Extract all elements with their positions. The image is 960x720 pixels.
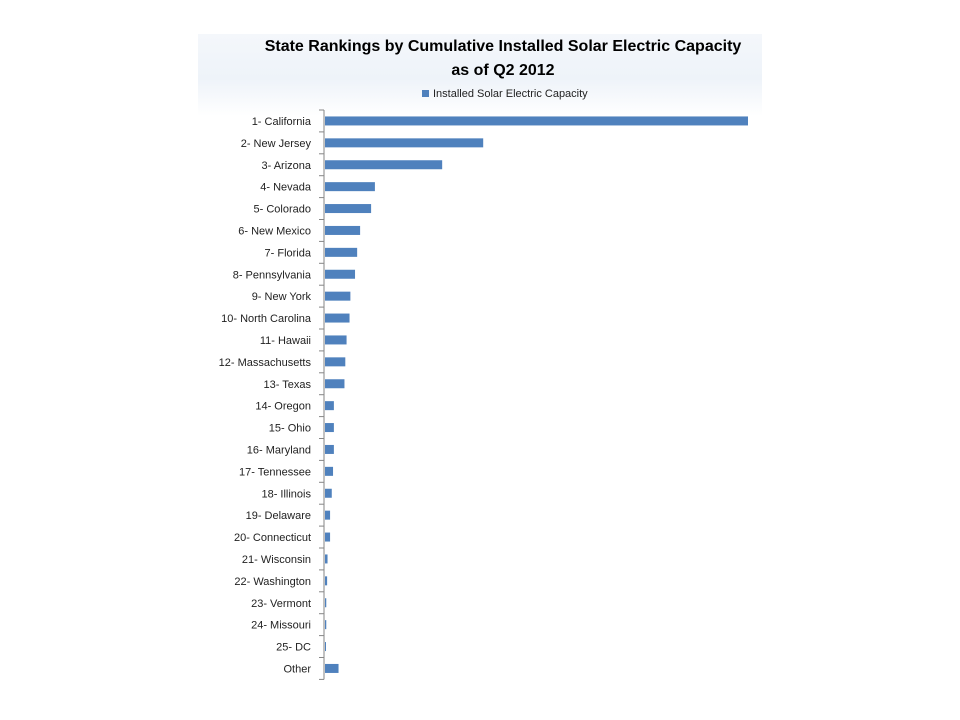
category-label: 24- Missouri <box>251 620 311 632</box>
bar <box>325 357 346 367</box>
category-label: 21- Wisconsin <box>242 554 311 566</box>
bar <box>325 138 484 148</box>
chart-area <box>198 34 762 116</box>
bar <box>325 269 356 279</box>
bar <box>325 663 339 673</box>
category-label: 18- Illinois <box>261 488 311 500</box>
category-label: 14- Oregon <box>255 401 311 413</box>
category-label: Other <box>283 663 311 675</box>
category-label: 13- Texas <box>264 379 312 391</box>
bar <box>325 488 332 498</box>
category-label: 4- Nevada <box>260 182 312 194</box>
legend-label: Installed Solar Electric Capacity <box>433 88 588 100</box>
category-label: 17- Tennessee <box>239 466 311 478</box>
bar <box>325 598 327 608</box>
bar <box>325 291 351 301</box>
category-label: 2- New Jersey <box>241 138 312 150</box>
category-label: 15- Ohio <box>269 423 311 435</box>
category-label: 25- DC <box>276 642 311 654</box>
bar <box>325 444 334 454</box>
category-label: 1- California <box>252 116 312 128</box>
bars-layer <box>325 116 748 673</box>
category-label: 23- Vermont <box>251 598 311 610</box>
bar <box>325 401 334 411</box>
bar <box>325 247 358 257</box>
category-label: 3- Arizona <box>261 160 311 172</box>
category-label: 16- Maryland <box>247 444 311 456</box>
bar <box>325 313 350 323</box>
category-label: 22- Washington <box>234 576 311 588</box>
category-labels: 1- California 2- New Jersey 3- Arizona 4- N… <box>219 116 312 676</box>
bar <box>325 642 326 652</box>
category-label: 5- Colorado <box>254 204 311 216</box>
category-label: 19- Delaware <box>246 510 311 522</box>
category-label: 7- Florida <box>265 247 312 259</box>
bar <box>325 160 443 170</box>
bar <box>325 204 372 214</box>
bar <box>325 116 748 126</box>
bar <box>325 554 328 564</box>
category-label: 11- Hawaii <box>260 335 311 347</box>
legend-swatch <box>422 90 429 97</box>
bar <box>325 532 331 542</box>
category-label: 8- Pennsylvania <box>233 269 312 281</box>
bar <box>325 510 331 520</box>
bar <box>325 466 334 476</box>
chart-title-line-2: as of Q2 2012 <box>451 62 555 79</box>
bar <box>325 620 327 630</box>
bar <box>325 225 361 235</box>
bar <box>325 423 334 433</box>
category-label: 12- Massachusetts <box>219 357 312 369</box>
bar <box>325 182 375 192</box>
category-label: 10- North Carolina <box>221 313 312 325</box>
category-label: 6- New Mexico <box>238 225 311 237</box>
axis-layer <box>319 109 325 680</box>
bar <box>325 379 345 389</box>
chart-title-line-1: State Rankings by Cumulative Installed S… <box>264 38 742 55</box>
legend: Installed Solar Electric Capacity <box>422 88 588 100</box>
bar <box>325 576 328 586</box>
category-label: 20- Connecticut <box>234 532 311 544</box>
category-label: 9- New York <box>252 291 312 303</box>
bar <box>325 335 347 345</box>
